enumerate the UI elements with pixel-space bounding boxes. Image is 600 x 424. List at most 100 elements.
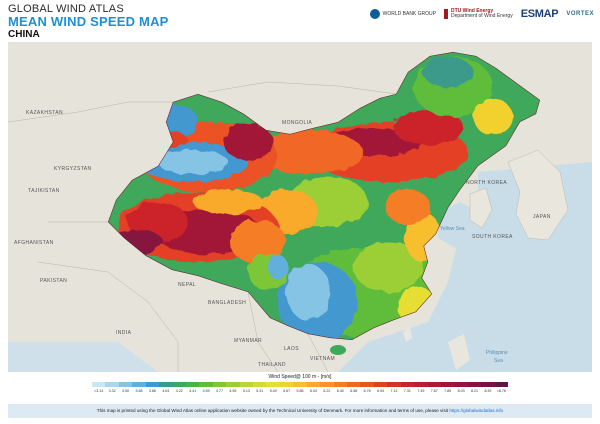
legend-tick: 4.22: [175, 389, 183, 393]
dtu-mark-icon: [444, 9, 448, 19]
legend-tick: 5.13: [242, 389, 250, 393]
legend-swatch: [199, 382, 213, 387]
legend-tick: 5.86: [296, 389, 304, 393]
footer-text: This map is printed using the Global Win…: [96, 408, 449, 413]
map-title: MEAN WIND SPEED MAP: [8, 14, 169, 29]
label-north-korea: NORTH KOREA: [466, 180, 507, 186]
taiwan-land: [403, 326, 412, 342]
legend-tick: 6.40: [336, 389, 344, 393]
legend-swatch: [494, 382, 509, 387]
legend-tick: 8.03: [457, 389, 465, 393]
dtu-label: DTU Wind Energy: [451, 8, 494, 14]
korea-land: [469, 187, 493, 229]
legend-swatch: [373, 382, 388, 387]
legend-tick: 4.59: [202, 389, 210, 393]
legend-tick: 8.39: [484, 389, 492, 393]
label-yellow-sea: Yellow Sea: [440, 226, 465, 232]
legend-tick: 6.58: [350, 389, 358, 393]
world-bank-label: WORLD BANK GROUP: [382, 11, 436, 17]
globe-icon: [369, 9, 380, 19]
world-bank-logo: WORLD BANK GROUP: [369, 9, 436, 19]
legend-swatch: [212, 382, 227, 387]
label-myanmar: MYANMAR: [234, 338, 262, 344]
label-india: INDIA: [116, 330, 132, 336]
legend-title: Wind Speed@ 100 m - [m/s]: [268, 374, 332, 380]
label-kazakhstan: KAZAKHSTAN: [26, 110, 63, 116]
legend-swatch: [253, 382, 267, 387]
legend-tick: <3.14: [94, 389, 104, 393]
legend-swatch: [481, 382, 495, 387]
label-philippine-sea: Philippine: [486, 350, 508, 356]
legend-swatch: [306, 382, 321, 387]
dtu-sublabel: Department of Wind Energy: [451, 13, 513, 19]
legend-swatch: [279, 382, 294, 387]
esmap-label: ESMAP: [520, 8, 559, 20]
legend-swatch: [414, 382, 428, 387]
hainan-island: [330, 345, 346, 355]
legend-tick: 3.86: [148, 389, 156, 393]
label-tajikistan: TAJIKISTAN: [28, 188, 60, 194]
label-kyrgyzstan: KYRGYZSTAN: [54, 166, 92, 172]
legend-swatch: [360, 382, 374, 387]
label-japan: JAPAN: [533, 214, 551, 220]
legend-swatch: [266, 382, 280, 387]
label-philippine-sea-2: Sea: [494, 358, 503, 364]
legend-tick: 7.49: [417, 389, 425, 393]
country-title: CHINA: [8, 29, 40, 40]
legend-tick: 5.49: [269, 389, 277, 393]
legend-tick: 6.94: [377, 389, 385, 393]
legend-tick: 4.77: [216, 389, 223, 393]
label-afghanistan: AFGHANISTAN: [14, 240, 54, 246]
footer-note: This map is printed using the Global Win…: [8, 404, 592, 418]
legend-tick-labels: <3.14 3.32 3.50 3.68 3.86 4.04 4.22 4.41 4.59 4.7…: [92, 389, 508, 393]
legend-tick: 8.21: [471, 389, 479, 393]
footer-link[interactable]: https://globalwindatlas.info: [449, 408, 504, 413]
vortex-logo: VORTEX: [566, 11, 594, 17]
legend-swatch: [320, 382, 334, 387]
legend-tick: 7.67: [430, 389, 438, 393]
legend-swatch: [333, 382, 348, 387]
label-laos: LAOS: [284, 346, 299, 352]
legend-tick: 5.31: [256, 389, 264, 393]
vortex-label: VORTEX: [566, 11, 594, 17]
legend-swatch: [105, 382, 119, 387]
label-south-korea: SOUTH KOREA: [472, 234, 513, 240]
legend-swatch: [400, 382, 415, 387]
japan-land: [507, 149, 569, 241]
legend-tick: 3.32: [108, 389, 116, 393]
legend-tick: 7.85: [444, 389, 452, 393]
legend-swatch: [226, 382, 240, 387]
legend-tick: 7.31: [403, 389, 411, 393]
legend-tick: 3.50: [122, 389, 130, 393]
legend-swatch: [118, 382, 133, 387]
legend-swatch: [172, 382, 186, 387]
label-nepal: NEPAL: [178, 282, 196, 288]
legend-swatch: [132, 382, 146, 387]
bay-of-bengal: [8, 342, 158, 372]
philippines-land: [448, 334, 470, 370]
wind-speed-legend: Wind Speed@ 100 m - [m/s] <3.14 3.32 3.50 3…: [92, 374, 509, 398]
legend-tick: 5.67: [283, 389, 291, 393]
legend-swatch: [440, 382, 455, 387]
legend-tick: 7.12: [390, 389, 398, 393]
legend-swatch: [467, 382, 482, 387]
legend-swatch: [347, 382, 361, 387]
legend-tick: 4.04: [162, 389, 170, 393]
legend-tick: 6.22: [323, 389, 331, 393]
legend-swatch: [293, 382, 307, 387]
country-borders: [8, 81, 397, 372]
dtu-logo: DTU Wind Energy Department of Wind Energ…: [444, 9, 513, 19]
wind-speed-map[interactable]: KAZAKHSTAN MONGOLIA KYRGYZSTAN TAJIKISTA…: [8, 42, 592, 372]
label-bangladesh: BANGLADESH: [208, 300, 246, 306]
atlas-title: GLOBAL WIND ATLAS: [8, 3, 124, 15]
label-thailand: THAILAND: [258, 362, 286, 368]
esmap-logo: ESMAP: [521, 8, 559, 20]
legend-tick: 4.95: [229, 389, 237, 393]
legend-tick: 6.04: [309, 389, 317, 393]
legend-swatch: [454, 382, 468, 387]
legend-tick: 3.68: [135, 389, 143, 393]
legend-swatch: [92, 382, 106, 387]
yellow-sea-water: [438, 202, 478, 248]
legend-tick: 6.76: [363, 389, 371, 393]
legend-swatch: [145, 382, 160, 387]
